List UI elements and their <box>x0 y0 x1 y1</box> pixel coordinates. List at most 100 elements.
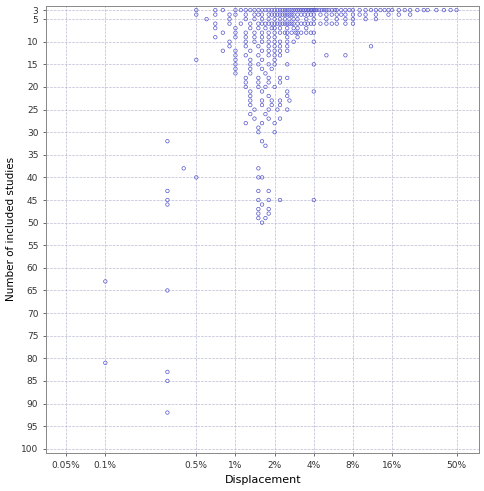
Point <box>275 79 283 86</box>
Point <box>275 97 283 105</box>
Point <box>317 6 325 14</box>
Point <box>295 6 302 14</box>
Point <box>257 6 265 14</box>
Point <box>332 15 340 23</box>
Point <box>309 20 317 27</box>
Point <box>257 56 265 64</box>
Point <box>291 29 299 37</box>
Point <box>270 83 278 91</box>
Point <box>270 20 278 27</box>
Point <box>257 218 265 226</box>
Point <box>309 60 317 68</box>
Point <box>348 11 356 19</box>
Point <box>264 52 272 59</box>
Point <box>278 6 286 14</box>
Point <box>283 74 290 82</box>
Point <box>264 60 272 68</box>
Point <box>246 97 254 105</box>
Point <box>322 15 330 23</box>
Point <box>384 6 392 14</box>
Point <box>242 33 249 41</box>
Point <box>250 29 258 37</box>
Point <box>246 47 254 55</box>
Point <box>270 38 278 46</box>
Point <box>327 11 335 19</box>
Point <box>283 47 290 55</box>
Point <box>246 24 254 32</box>
Point <box>270 128 278 136</box>
Point <box>250 38 258 46</box>
Point <box>242 29 249 37</box>
Point <box>275 15 283 23</box>
Point <box>348 15 356 23</box>
Point <box>101 359 109 367</box>
Point <box>306 29 314 37</box>
Point <box>297 6 304 14</box>
Point <box>257 137 265 145</box>
Point <box>267 6 275 14</box>
Point <box>341 20 348 27</box>
Point <box>218 6 226 14</box>
Point <box>278 20 286 27</box>
Point <box>225 20 233 27</box>
Point <box>264 33 272 41</box>
Point <box>270 15 278 23</box>
Point <box>264 79 272 86</box>
Point <box>275 115 283 123</box>
Point <box>371 6 379 14</box>
Point <box>254 128 262 136</box>
Point <box>348 20 356 27</box>
Point <box>231 52 239 59</box>
Point <box>231 69 239 77</box>
Point <box>231 6 239 14</box>
Point <box>366 42 374 50</box>
Point <box>293 33 301 41</box>
Point <box>231 60 239 68</box>
Point <box>254 205 262 213</box>
Point <box>289 6 297 14</box>
Point <box>225 42 233 50</box>
Point <box>246 65 254 73</box>
Point <box>254 6 262 14</box>
Point <box>380 6 388 14</box>
Point <box>275 6 283 14</box>
Point <box>254 79 262 86</box>
Point <box>257 87 265 95</box>
Point <box>285 20 293 27</box>
Point <box>394 11 402 19</box>
Point <box>163 368 171 376</box>
Point <box>261 24 269 32</box>
Point <box>163 137 171 145</box>
Point <box>293 24 301 32</box>
Point <box>337 6 345 14</box>
Point <box>257 173 265 181</box>
Point <box>211 6 219 14</box>
Point <box>300 20 308 27</box>
Point <box>101 277 109 285</box>
Point <box>319 6 327 14</box>
Point <box>309 87 317 95</box>
Point <box>275 52 283 59</box>
Point <box>330 6 338 14</box>
Point <box>302 24 309 32</box>
Point <box>322 20 330 27</box>
Point <box>297 29 304 37</box>
Point <box>293 29 301 37</box>
Point <box>257 65 265 73</box>
Point <box>322 6 330 14</box>
Point <box>280 11 288 19</box>
Point <box>231 33 239 41</box>
Point <box>361 6 369 14</box>
Point <box>225 15 233 23</box>
Point <box>361 11 369 19</box>
Point <box>264 106 272 113</box>
Point <box>285 15 293 23</box>
Point <box>163 196 171 204</box>
Point <box>275 38 283 46</box>
Point <box>257 38 265 46</box>
Point <box>273 11 281 19</box>
Point <box>280 29 288 37</box>
Point <box>242 83 249 91</box>
Point <box>250 33 258 41</box>
Point <box>355 6 363 14</box>
